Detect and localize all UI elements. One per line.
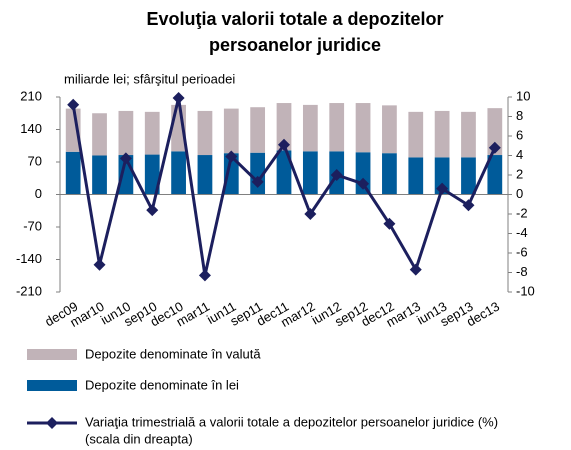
bar (329, 103, 345, 152)
bar (487, 108, 503, 156)
y-tick-label: 140 (20, 121, 42, 136)
legend-label: Variaţia trimestrială a valorii totale a… (85, 414, 498, 429)
line-marker (278, 138, 290, 151)
line-marker (409, 263, 422, 276)
y-tick-label: 0 (35, 186, 42, 201)
legend-swatch (27, 349, 77, 360)
bar (118, 110, 134, 156)
y2-tick-label: -6 (516, 244, 528, 259)
line-marker (119, 152, 132, 165)
line-marker (383, 217, 396, 230)
bar (382, 153, 397, 195)
bar (276, 103, 292, 151)
y2-tick-label: 6 (516, 127, 523, 142)
bar (171, 151, 186, 195)
chart-subtitle: miliarde lei; sfârşitul perioadei (64, 71, 235, 86)
y2-tick-label: -4 (516, 225, 528, 240)
y2-tick-label: 8 (516, 108, 523, 123)
line-marker (67, 98, 80, 111)
y-tick-label: 70 (28, 153, 42, 168)
y2-tick-label: -8 (516, 264, 528, 279)
line-marker (172, 91, 185, 104)
bar (65, 151, 81, 195)
legend-label: Depozite denominate în valută (85, 346, 261, 361)
line-marker (357, 177, 370, 190)
bar (302, 151, 318, 195)
bar (408, 111, 424, 158)
legend-note: (scala din dreapta) (85, 431, 193, 446)
bar (197, 110, 213, 156)
y2-tick-label: -2 (516, 205, 528, 220)
legend-label: Depozite denominate în lei (85, 377, 239, 392)
line-marker (251, 175, 264, 188)
bar (461, 111, 476, 158)
bar (382, 105, 397, 154)
y2-tick-label: 4 (516, 147, 523, 162)
legend-marker (46, 417, 58, 429)
bar (144, 154, 160, 195)
bar (92, 113, 107, 156)
line-marker (488, 141, 501, 154)
y2-tick-label: 0 (516, 186, 523, 201)
line-marker (225, 150, 238, 163)
legend-swatch (27, 380, 77, 391)
bar (302, 104, 318, 152)
line-marker (198, 269, 211, 282)
line-marker (304, 208, 317, 220)
line-marker (146, 204, 159, 217)
bar (250, 107, 266, 153)
y-tick-label: -210 (16, 283, 42, 298)
bar (487, 155, 503, 195)
bar (92, 155, 107, 195)
line-marker (93, 258, 106, 271)
chart-title: Evoluţia valorii totale a depozitelor (146, 9, 443, 29)
line-marker (436, 182, 449, 195)
chart-title: persoanelor juridice (209, 35, 381, 55)
y2-tick-label: 10 (516, 88, 530, 103)
bar (434, 157, 450, 195)
line-marker (330, 169, 343, 181)
bar (276, 150, 292, 195)
y2-tick-label: -10 (516, 283, 535, 298)
bar (223, 153, 239, 195)
bar (461, 157, 476, 195)
bar (434, 110, 450, 158)
y-tick-label: -70 (23, 218, 42, 233)
line-marker (462, 199, 475, 212)
bar (355, 103, 371, 153)
bar (197, 155, 213, 195)
y-tick-label: 210 (20, 88, 42, 103)
y2-tick-label: 2 (516, 166, 523, 181)
bar (223, 108, 239, 154)
bar (408, 157, 424, 195)
bar (144, 111, 160, 155)
y-tick-label: -140 (16, 251, 42, 266)
